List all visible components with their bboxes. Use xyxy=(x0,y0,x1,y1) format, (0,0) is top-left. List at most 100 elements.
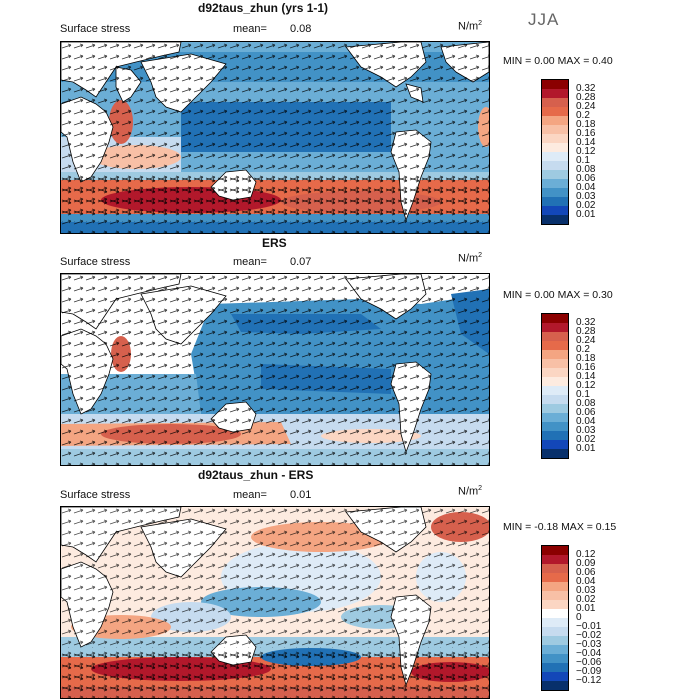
colorbar-tick-label: 0.02 xyxy=(576,594,596,605)
colorbar-tick-label: 0.01 xyxy=(576,443,596,454)
colorbar-tick-label: 0.01 xyxy=(576,209,596,220)
colorbar-swatch xyxy=(542,188,568,197)
colorbar-swatch xyxy=(542,663,568,672)
colorbar-tick-label: 0.04 xyxy=(576,182,596,193)
colorbar-tick-label: 0.04 xyxy=(576,576,596,587)
colorbar-swatch xyxy=(542,582,568,591)
colorbar-swatch xyxy=(542,404,568,413)
colorbar-tick-label: 0.06 xyxy=(576,173,596,184)
colorbar-swatch xyxy=(542,134,568,143)
colorbar-tick-label: 0.16 xyxy=(576,362,596,373)
panel-2-minmax: MIN = 0.00 MAX = 0.30 xyxy=(503,289,613,301)
panel-2-map xyxy=(60,273,490,466)
colorbar-swatch xyxy=(542,116,568,125)
colorbar-tick-label: 0.28 xyxy=(576,326,596,337)
colorbar-swatch xyxy=(542,377,568,386)
panel-1-minmax: MIN = 0.00 MAX = 0.40 xyxy=(503,55,613,67)
colorbar-tick-label: 0.16 xyxy=(576,128,596,139)
colorbar-swatch xyxy=(542,618,568,627)
colorbar-tick-label: 0.32 xyxy=(576,317,596,328)
colorbar-tick-label: 0.1 xyxy=(576,389,590,400)
panel-2-subtitle: Surface stress xyxy=(60,256,131,268)
colorbar-swatch xyxy=(542,314,568,323)
panel-2-mean-value: 0.07 xyxy=(290,256,312,268)
panel-3-mean-value: 0.01 xyxy=(290,489,312,501)
colorbar-tick-label: −0.06 xyxy=(576,657,602,668)
panel-2-colorbar xyxy=(541,313,569,459)
colorbar-swatch xyxy=(542,107,568,116)
colorbar-tick-label: 0.04 xyxy=(576,416,596,427)
colorbar-swatch xyxy=(542,413,568,422)
colorbar-tick-label: 0 xyxy=(576,612,582,623)
colorbar-swatch xyxy=(542,609,568,618)
colorbar-swatch xyxy=(542,359,568,368)
panel-3-mean-label: mean= xyxy=(233,489,267,501)
colorbar-tick-label: 0.02 xyxy=(576,434,596,445)
panel-1-map xyxy=(60,41,490,234)
colorbar-tick-label: −0.09 xyxy=(576,666,602,677)
colorbar-tick-label: −0.03 xyxy=(576,639,602,650)
colorbar-swatch xyxy=(542,143,568,152)
colorbar-tick-label: 0.12 xyxy=(576,380,596,391)
colorbar-tick-label: 0.14 xyxy=(576,371,596,382)
colorbar-tick-label: −0.12 xyxy=(576,675,602,686)
colorbar-tick-label: 0.14 xyxy=(576,137,596,148)
panel-2-unit: N/m2 xyxy=(458,252,483,265)
colorbar-tick-label: 0.18 xyxy=(576,353,596,364)
colorbar-tick-label: 0.02 xyxy=(576,200,596,211)
colorbar-tick-label: 0.2 xyxy=(576,344,590,355)
colorbar-swatch xyxy=(542,564,568,573)
panel-3-colorbar xyxy=(541,545,569,691)
colorbar-swatch xyxy=(542,681,568,690)
colorbar-swatch xyxy=(542,215,568,224)
colorbar-swatch xyxy=(542,431,568,440)
colorbar-swatch xyxy=(542,161,568,170)
colorbar-swatch xyxy=(542,440,568,449)
colorbar-tick-label: 0.09 xyxy=(576,558,596,569)
panel-3-title: d92taus_zhun - ERS xyxy=(198,468,314,482)
colorbar-swatch xyxy=(542,672,568,681)
colorbar-tick-label: 0.1 xyxy=(576,155,590,166)
panel-2-title: ERS xyxy=(262,236,287,250)
colorbar-tick-label: 0.2 xyxy=(576,110,590,121)
colorbar-tick-label: 0.03 xyxy=(576,585,596,596)
colorbar-swatch xyxy=(542,80,568,89)
colorbar-swatch xyxy=(542,98,568,107)
colorbar-swatch xyxy=(542,323,568,332)
colorbar-swatch xyxy=(542,395,568,404)
colorbar-tick-label: 0.24 xyxy=(576,101,596,112)
panel-1-title: d92taus_zhun (yrs 1-1) xyxy=(198,1,329,15)
colorbar-swatch xyxy=(542,332,568,341)
colorbar-tick-label: 0.24 xyxy=(576,335,596,346)
colorbar-swatch xyxy=(542,170,568,179)
panel-3-unit: N/m2 xyxy=(458,485,483,498)
colorbar-swatch xyxy=(542,546,568,555)
panel-3-map xyxy=(60,506,490,699)
colorbar-tick-label: 0.32 xyxy=(576,83,596,94)
colorbar-swatch xyxy=(542,152,568,161)
colorbar-swatch xyxy=(542,449,568,458)
colorbar-tick-label: 0.28 xyxy=(576,92,596,103)
colorbar-tick-label: 0.01 xyxy=(576,603,596,614)
panel-1-unit: N/m2 xyxy=(458,20,483,33)
colorbar-swatch xyxy=(542,422,568,431)
colorbar-swatch xyxy=(542,591,568,600)
colorbar-tick-label: −0.04 xyxy=(576,648,602,659)
colorbar-swatch xyxy=(542,197,568,206)
colorbar-swatch xyxy=(542,627,568,636)
colorbar-tick-label: 0.06 xyxy=(576,567,596,578)
colorbar-tick-label: 0.06 xyxy=(576,407,596,418)
colorbar-tick-label: 0.08 xyxy=(576,164,596,175)
colorbar-tick-label: 0.18 xyxy=(576,119,596,130)
colorbar-swatch xyxy=(542,645,568,654)
panel-1-colorbar xyxy=(541,79,569,225)
colorbar-swatch xyxy=(542,350,568,359)
colorbar-tick-label: 0.03 xyxy=(576,191,596,202)
colorbar-swatch xyxy=(542,600,568,609)
colorbar-swatch xyxy=(542,368,568,377)
colorbar-swatch xyxy=(542,125,568,134)
colorbar-swatch xyxy=(542,555,568,564)
colorbar-swatch xyxy=(542,654,568,663)
panel-1-mean-value: 0.08 xyxy=(290,23,312,35)
colorbar-swatch xyxy=(542,206,568,215)
